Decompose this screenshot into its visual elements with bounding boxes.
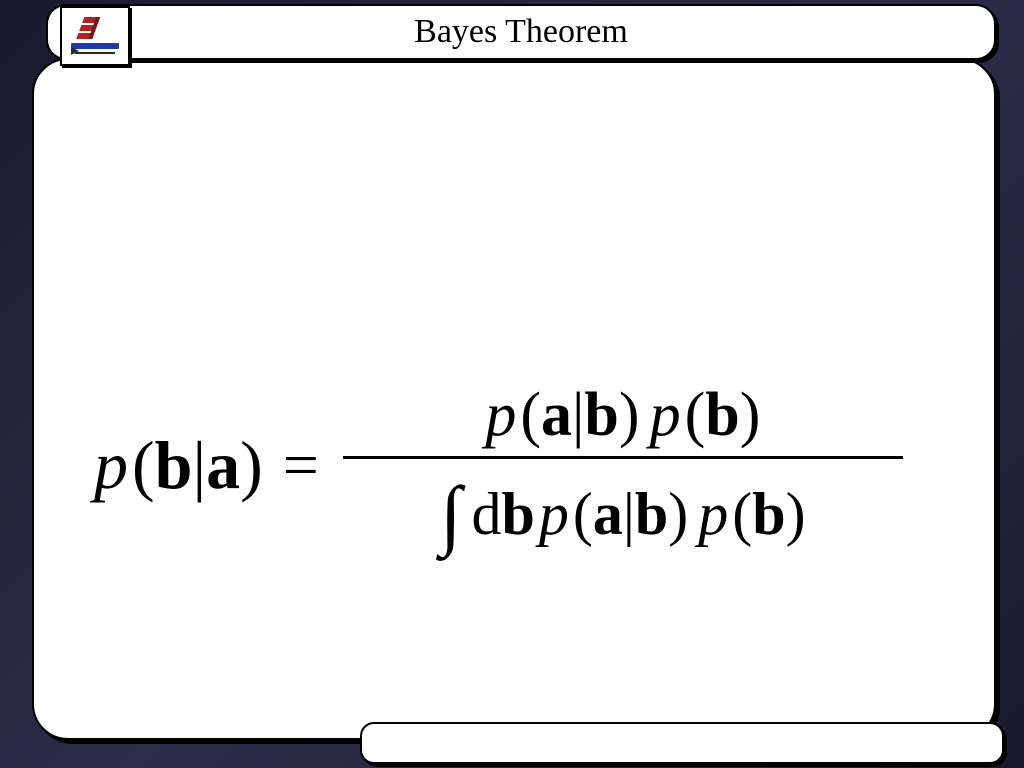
footer-box [360, 722, 1004, 764]
sym-p: p [94, 431, 128, 499]
slide-title: Bayes Theorem [414, 13, 628, 51]
sym-equals: = [281, 433, 325, 497]
sym-rparen: ) [240, 431, 263, 499]
sym-lparen: ( [132, 431, 155, 499]
lhs: p ( b | a ) [94, 431, 263, 499]
sym-d: d [472, 484, 502, 544]
title-bar: Bayes Theorem [46, 4, 996, 60]
denominator: ∫ d b p ( a | b ) p [440, 469, 805, 547]
bayes-equation: p ( b | a ) = p ( a [94, 384, 903, 547]
sym-integral: ∫ [440, 475, 461, 553]
rhs-fraction: p ( a | b ) p ( b ) [343, 384, 903, 547]
equation-area: p ( b | a ) = p ( a [94, 360, 964, 570]
university-logo-icon [69, 13, 121, 59]
sym-bar: | [192, 431, 206, 499]
slide-stage: p ( b | a ) = p ( a [0, 0, 1024, 768]
numerator: p ( a | b ) p ( b ) [485, 384, 760, 446]
sym-b: b [155, 431, 193, 499]
logo-box [60, 6, 130, 66]
fraction-rule [343, 456, 903, 459]
sym-a: a [206, 431, 240, 499]
slide-card: p ( b | a ) = p ( a [32, 58, 996, 740]
